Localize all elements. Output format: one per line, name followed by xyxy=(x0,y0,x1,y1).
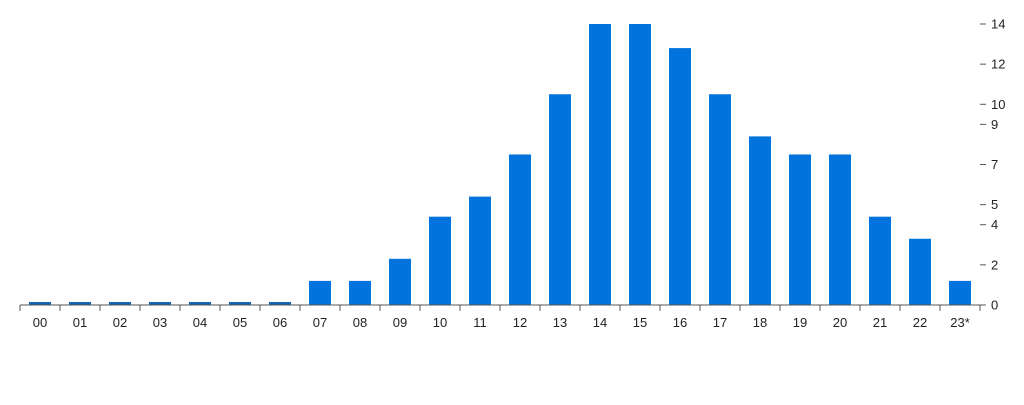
x-tick-label: 09 xyxy=(393,315,407,330)
bar-23-star xyxy=(949,280,971,305)
x-tick-label: 11 xyxy=(473,315,487,330)
y-tick-label: 9 xyxy=(991,117,998,132)
x-tick-label: 23* xyxy=(950,315,970,330)
bar-07 xyxy=(309,280,331,305)
bar-12 xyxy=(509,154,531,305)
x-ticks-layer xyxy=(19,305,981,311)
bar-18 xyxy=(749,136,771,305)
x-tick-label: 02 xyxy=(113,315,127,330)
x-tick-label: 01 xyxy=(73,315,87,330)
x-tick-label: 08 xyxy=(353,315,367,330)
x-tick-label: 03 xyxy=(153,315,167,330)
bar-06 xyxy=(269,302,291,305)
x-tick-label: 07 xyxy=(313,315,327,330)
bar-04 xyxy=(189,302,211,305)
x-tick-label: 06 xyxy=(273,315,287,330)
x-tick-label: 21 xyxy=(873,315,887,330)
bars-layer xyxy=(29,24,971,306)
y-tick-label: 4 xyxy=(991,217,998,232)
x-tick-label: 00 xyxy=(33,315,47,330)
x-tick-label: 13 xyxy=(553,315,567,330)
x-tick-label: 19 xyxy=(793,315,807,330)
y-tick-label: 10 xyxy=(991,97,1005,112)
bar-11 xyxy=(469,196,491,305)
x-tick-label: 15 xyxy=(633,315,647,330)
bar-17 xyxy=(709,94,731,305)
x-tick-label: 16 xyxy=(673,315,687,330)
y-tick-label: 7 xyxy=(991,157,998,172)
bar-01 xyxy=(69,302,91,305)
bar-19 xyxy=(789,154,811,305)
x-tick-label: 12 xyxy=(513,315,527,330)
x-tick-label: 20 xyxy=(833,315,847,330)
bar-21 xyxy=(869,216,891,305)
bar-09 xyxy=(389,258,411,305)
x-tick-label: 18 xyxy=(753,315,767,330)
y-labels-layer: 0 2 4 5 7 9 10 12 14 xyxy=(991,17,1005,313)
bar-20 xyxy=(829,154,851,305)
bar-15 xyxy=(629,24,651,305)
bar-14 xyxy=(589,24,611,305)
bar-13 xyxy=(549,94,571,305)
x-tick-label: 05 xyxy=(233,315,247,330)
bar-05 xyxy=(229,302,251,305)
y-tick-label: 5 xyxy=(991,197,998,212)
x-labels-layer: 00 01 02 03 04 05 06 07 08 09 10 11 12 13 14 15 16 17 18 19… xyxy=(33,315,970,330)
y-ticks-layer xyxy=(980,23,986,306)
x-tick-label: 17 xyxy=(713,315,727,330)
y-tick-label: 14 xyxy=(991,17,1005,32)
bar-02 xyxy=(109,302,131,305)
bar-16 xyxy=(669,48,691,306)
bar-22 xyxy=(909,238,931,305)
bar-10 xyxy=(429,216,451,305)
y-tick-label: 0 xyxy=(991,298,998,313)
x-tick-label: 14 xyxy=(593,315,607,330)
bar-08 xyxy=(349,280,371,305)
x-tick-label: 04 xyxy=(193,315,207,330)
bar-03 xyxy=(149,302,171,305)
y-tick-label: 2 xyxy=(991,257,998,272)
x-tick-label: 22 xyxy=(913,315,927,330)
x-tick-label: 10 xyxy=(433,315,447,330)
y-tick-label: 12 xyxy=(991,57,1005,72)
bar-00 xyxy=(29,302,51,305)
